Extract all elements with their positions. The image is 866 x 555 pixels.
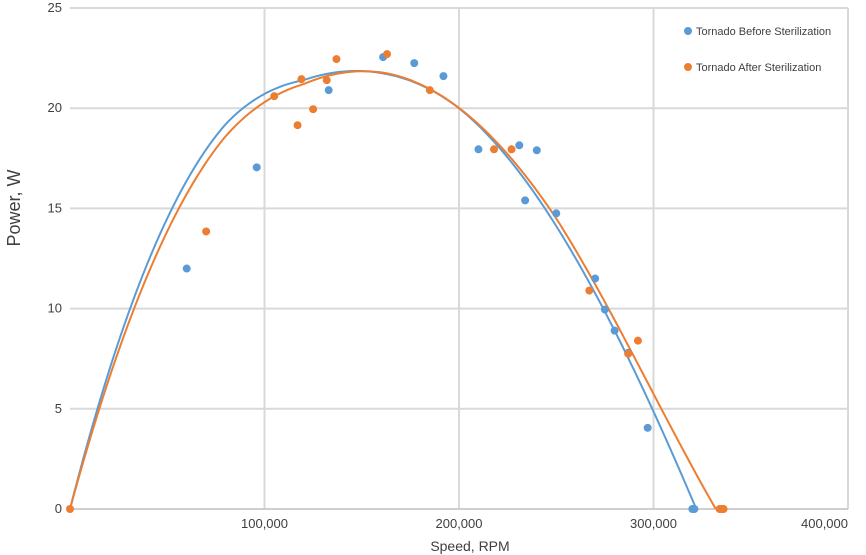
- x-tick-label: 300,000: [630, 516, 677, 531]
- y-tick-label: 10: [48, 301, 62, 316]
- data-point-series-0: [439, 72, 448, 81]
- data-point-series-1: [585, 286, 594, 295]
- x-tick-label: 100,000: [241, 516, 288, 531]
- data-point-series-1: [309, 105, 318, 114]
- data-point-series-0: [610, 326, 619, 335]
- data-point-series-1: [297, 75, 306, 84]
- data-point-series-0: [591, 274, 600, 283]
- y-tick-label: 0: [55, 501, 62, 516]
- x-tick-label: 200,000: [436, 516, 483, 531]
- legend-label-after: Tornado After Sterilization: [696, 62, 821, 74]
- data-point-series-1: [332, 55, 341, 64]
- y-tick-label: 25: [48, 0, 62, 15]
- data-point-series-0: [690, 505, 699, 513]
- data-point-series-1: [293, 121, 302, 130]
- data-point-series-1: [66, 505, 74, 513]
- data-point-series-0: [552, 209, 561, 218]
- legend-marker-after: [684, 63, 692, 71]
- data-point-series-0: [515, 141, 524, 150]
- x-tick-label: 400,000: [801, 516, 848, 531]
- data-point-series-0: [643, 423, 652, 432]
- data-point-series-1: [425, 86, 434, 95]
- data-point-series-1: [624, 349, 633, 358]
- data-point-series-0: [521, 196, 530, 205]
- data-point-series-1: [270, 92, 279, 101]
- data-point-series-1: [383, 50, 392, 59]
- legend-marker-before: [684, 27, 692, 35]
- data-point-series-0: [410, 59, 419, 68]
- data-point-series-1: [322, 76, 331, 85]
- data-point-series-1: [633, 336, 642, 345]
- legend: Tornado Before Sterilization Tornado Aft…: [684, 26, 831, 74]
- y-tick-label: 20: [48, 100, 62, 115]
- data-point-series-1: [490, 145, 499, 154]
- y-tick-label: 15: [48, 200, 62, 215]
- y-tick-label: 5: [55, 401, 62, 416]
- x-axis-title: Speed, RPM: [430, 538, 509, 554]
- data-point-series-0: [532, 146, 541, 155]
- data-point-series-1: [202, 227, 211, 236]
- data-point-series-1: [507, 145, 516, 154]
- x-axis-ticks: 100,000 200,000 300,000 400,000: [241, 516, 848, 531]
- y-axis-title: Power, W: [4, 169, 24, 246]
- y-axis-ticks: 0 5 10 15 20 25: [48, 0, 62, 516]
- data-point-series-0: [474, 145, 483, 154]
- data-point-series-0: [182, 264, 191, 273]
- data-point-series-0: [252, 163, 261, 172]
- data-points: [66, 50, 728, 513]
- data-point-series-1: [719, 505, 728, 513]
- data-point-series-0: [600, 305, 609, 314]
- data-point-series-0: [324, 86, 333, 95]
- legend-label-before: Tornado Before Sterilization: [696, 26, 831, 38]
